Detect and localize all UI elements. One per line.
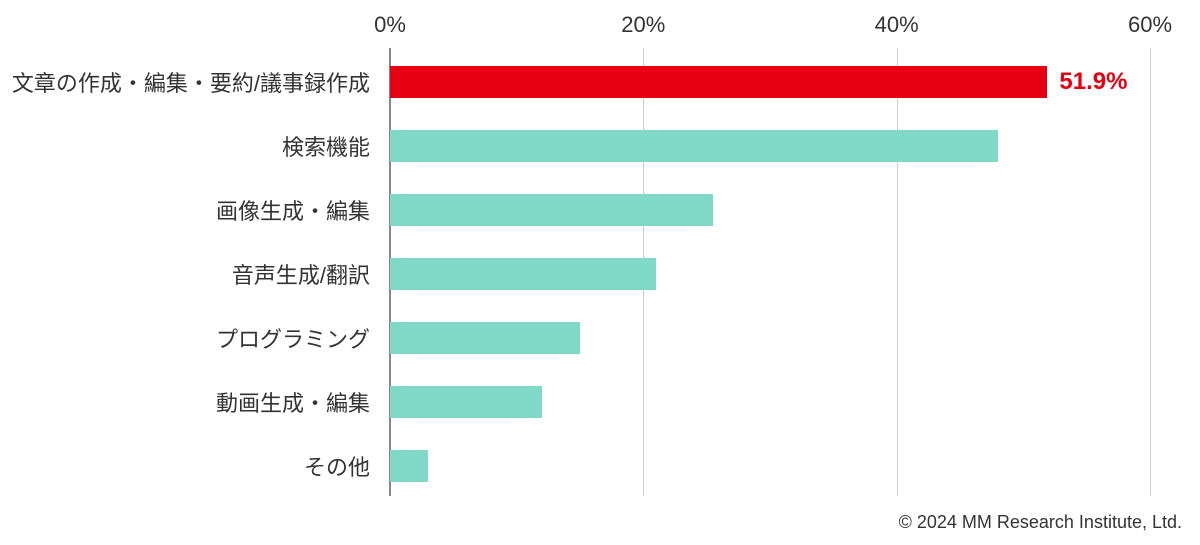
x-tick-label: 0%: [374, 12, 406, 38]
bar-row: 画像生成・編集: [390, 190, 1150, 230]
plot-area: 文章の作成・編集・要約/議事録作成51.9% 検索機能画像生成・編集音声生成/翻訳…: [390, 48, 1150, 496]
bar: [390, 450, 428, 482]
bar-row: 動画生成・編集: [390, 382, 1150, 422]
category-label: プログラミング: [216, 322, 370, 354]
x-tick-label: 20%: [621, 12, 665, 38]
credit-text: © 2024 MM Research Institute, Ltd.: [899, 512, 1182, 533]
bar: [390, 258, 656, 290]
bar: [390, 66, 1047, 98]
bar-row: プログラミング: [390, 318, 1150, 358]
bar: [390, 130, 998, 162]
category-label: 文章の作成・編集・要約/議事録作成: [12, 66, 370, 98]
category-label: 音声生成/翻訳: [232, 258, 370, 290]
bar-row: 文章の作成・編集・要約/議事録作成51.9%: [390, 62, 1150, 102]
bar-value-label: 51.9%: [1059, 68, 1127, 96]
category-label: 検索機能: [282, 130, 370, 162]
bar-row: 音声生成/翻訳: [390, 254, 1150, 294]
bar: [390, 194, 713, 226]
category-label: 画像生成・編集: [216, 194, 370, 226]
chart: 0%20%40%60% 文章の作成・編集・要約/議事録作成51.9%検索機能画像…: [0, 0, 1200, 545]
category-label: その他: [304, 450, 370, 482]
bar-row: その他: [390, 446, 1150, 486]
bar-row: 検索機能: [390, 126, 1150, 166]
x-tick-label: 60%: [1128, 12, 1172, 38]
category-label: 動画生成・編集: [216, 386, 370, 418]
gridline: [1150, 48, 1151, 496]
x-tick-label: 40%: [875, 12, 919, 38]
bar: [390, 386, 542, 418]
bar: [390, 322, 580, 354]
